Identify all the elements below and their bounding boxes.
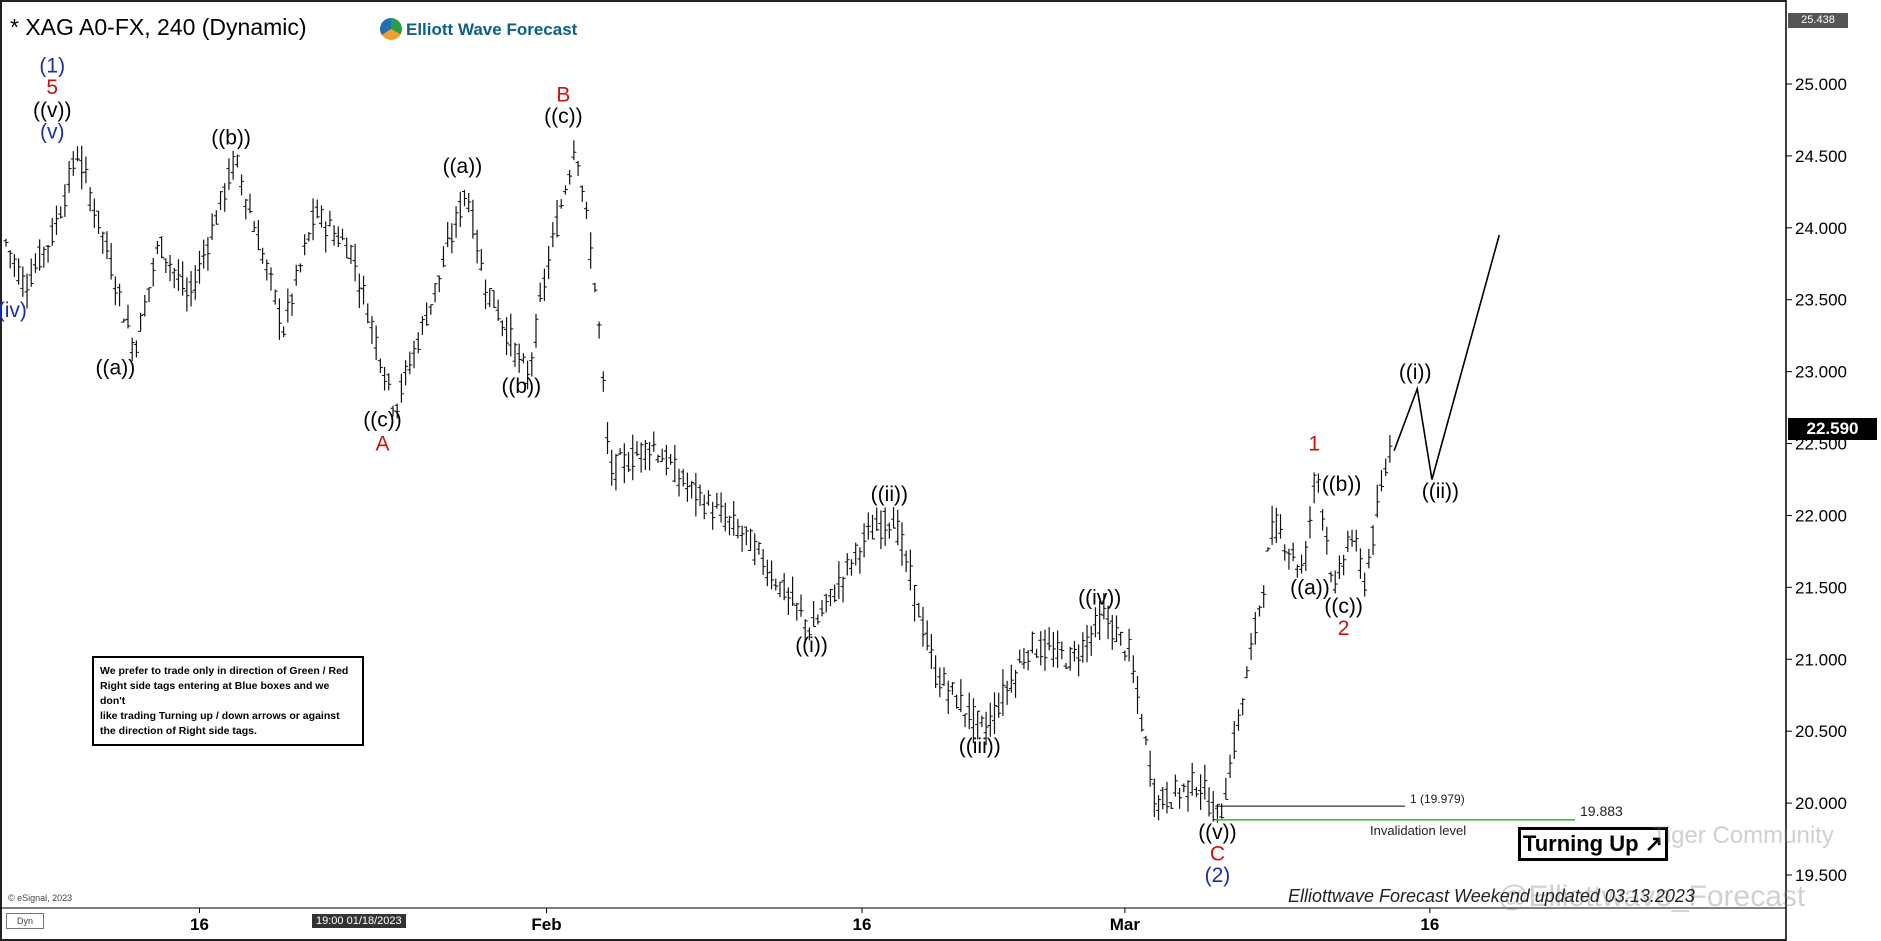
wave-label: ((a)): [96, 357, 136, 380]
y-tick-label: 23.500: [1795, 291, 1847, 310]
wave-label: ((c)): [1324, 595, 1362, 618]
wave-label: A: [375, 433, 389, 456]
update-note: Elliottwave Forecast Weekend updated 03.…: [1288, 886, 1695, 906]
wave-label: (v): [40, 121, 65, 144]
y-tick-label: 24.500: [1795, 147, 1847, 166]
projection-path: [1393, 234, 1501, 480]
x-tick-label: 16: [190, 915, 209, 934]
y-tick-label: 20.500: [1795, 722, 1847, 741]
wave-label: ((b)): [1322, 473, 1362, 496]
wave-label: ((a)): [443, 155, 483, 178]
fib-extension-label: 1 (19.979): [1410, 792, 1465, 806]
watermark-community: Tiger Community: [1652, 822, 1834, 849]
wave-label: ((a)): [1290, 577, 1330, 600]
wave-label: ((iii)): [959, 735, 1001, 758]
y-tick-label: 22.000: [1795, 506, 1847, 525]
y-tick-label: 19.500: [1795, 866, 1847, 885]
note-line: like trading Turning up / down arrows or…: [100, 710, 340, 722]
dynamic-toggle-icon[interactable]: Dyn: [6, 913, 44, 929]
watermark-handle: @Elliottwave_Forecast: [1498, 880, 1806, 913]
wave-label: ((b)): [501, 375, 541, 398]
invalidation-value: 19.883: [1580, 803, 1623, 819]
note-line: Right side tags entering at Blue boxes a…: [100, 680, 330, 707]
ohlc-bars: [3, 140, 1393, 823]
note-line: We prefer to trade only in direction of …: [100, 665, 349, 677]
y-tick-label: 23.000: [1795, 363, 1847, 382]
wave-label: ((ii)): [1422, 480, 1459, 503]
x-tick-label: 16: [853, 915, 872, 934]
wave-label: ((v)): [1198, 821, 1236, 844]
brand-globe-icon: [380, 18, 402, 40]
data-source: © eSignal, 2023: [8, 893, 73, 903]
wave-label: ((ii)): [871, 483, 908, 506]
note-line: the direction of Right side tags.: [100, 725, 257, 737]
crosshair-date-tag: 19:00 01/18/2023: [312, 914, 406, 928]
wave-label: B: [556, 83, 570, 106]
wave-label: ((b)): [211, 126, 251, 149]
x-tick-label: Mar: [1110, 915, 1141, 934]
y-tick-label: 21.000: [1795, 650, 1847, 669]
wave-label: C: [1210, 843, 1225, 866]
wave-label: ((v)): [33, 99, 71, 122]
wave-labels: (1)5((v))(v)(iv)((a))((b))((c))A((a))((b…: [0, 54, 1459, 887]
y-tick-label: 20.000: [1795, 794, 1847, 813]
wave-label: (iv): [0, 299, 27, 322]
y-tick-label: 25.000: [1795, 75, 1847, 94]
top-price-badge: 25.438: [1788, 13, 1848, 28]
y-axis-ticks: 25.00024.50024.00023.50023.00022.50022.0…: [1786, 75, 1847, 885]
trading-note: We prefer to trade only in direction of …: [92, 656, 364, 746]
wave-label: ((iv)): [1078, 587, 1121, 610]
wave-label: ((i)): [795, 634, 828, 657]
wave-label: ((c)): [544, 105, 582, 128]
x-axis-ticks: 16 Feb 16 Mar 16: [190, 908, 1439, 934]
price-axis-panel: [1786, 0, 1881, 941]
invalidation-label: Invalidation level: [1370, 823, 1466, 838]
last-price-badge: 22.590: [1788, 418, 1877, 440]
x-tick-label: Feb: [531, 915, 561, 934]
wave-label: (2): [1205, 864, 1231, 887]
x-tick-label: 16: [1420, 915, 1439, 934]
y-tick-label: 24.000: [1795, 219, 1847, 238]
wave-label: (1): [39, 54, 65, 77]
wave-label: 1: [1308, 433, 1320, 456]
wave-label: 2: [1338, 617, 1350, 640]
chart-title: * XAG A0-FX, 240 (Dynamic): [10, 14, 307, 40]
wave-label: ((c)): [363, 408, 401, 431]
y-tick-label: 21.500: [1795, 578, 1847, 597]
levels: 1 (19.979) Invalidation level 19.883: [1215, 792, 1623, 838]
brand-name: Elliott Wave Forecast: [406, 20, 578, 39]
projection: [1393, 234, 1501, 480]
wave-label: 5: [46, 76, 58, 99]
brand-logo[interactable]: Elliott Wave Forecast: [380, 18, 577, 40]
turning-up-tag: Turning Up ↗: [1518, 827, 1668, 861]
wave-label: ((i)): [1399, 361, 1432, 384]
